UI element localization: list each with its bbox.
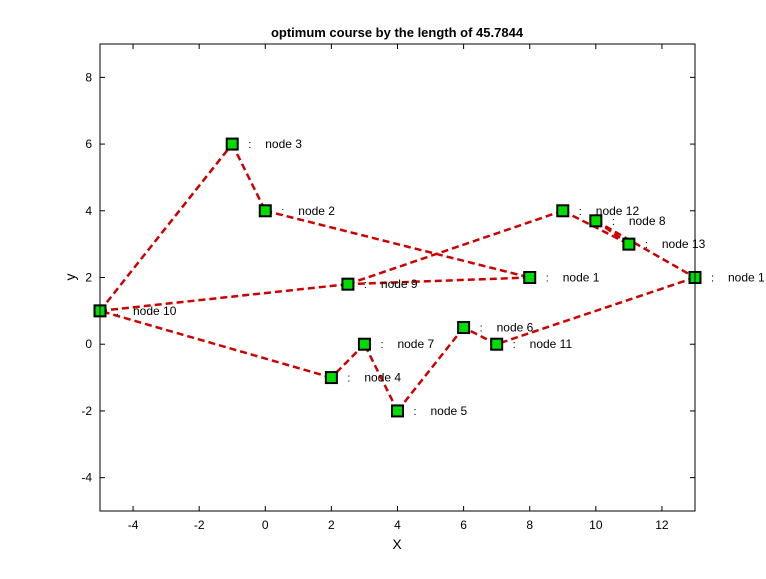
node-label: node 9 (381, 277, 418, 291)
route-segment (595, 219, 696, 279)
node-label-separator: : (248, 139, 251, 151)
node-label: node 8 (629, 214, 666, 228)
route-segment (396, 326, 465, 412)
x-tick-label: 4 (394, 518, 401, 532)
x-tick-label: 8 (526, 518, 533, 532)
node-marker (324, 371, 338, 385)
node-label: node 1 (728, 271, 765, 285)
plot-area (100, 44, 695, 511)
node-label: node 12 (596, 204, 640, 218)
node-labels: : node 1: node 2: node 3: node 4: node 5: node… (116, 137, 765, 418)
node-marker (225, 137, 239, 151)
node-marker (357, 337, 371, 351)
node-label-separator: : (612, 216, 615, 228)
x-tick-label: -2 (194, 518, 205, 532)
node-label-separator: : (364, 279, 367, 291)
plot-frame (99, 43, 696, 512)
node-label: node 3 (265, 137, 302, 151)
node-label-separator: : (579, 206, 582, 218)
route-segment (363, 343, 399, 412)
node-label-separator: : (546, 273, 549, 285)
node-label-separator: : (711, 273, 714, 285)
node-marker (258, 204, 272, 218)
x-tick-label: 6 (460, 518, 467, 532)
x-tick-label: 2 (328, 518, 335, 532)
route-segment (347, 276, 530, 286)
node-label: node 4 (364, 371, 401, 385)
node-label: node 5 (431, 404, 468, 418)
node-label: node 13 (662, 237, 706, 251)
node-label-separator: : (281, 206, 284, 218)
node-label: node 11 (530, 337, 573, 351)
node-label: node 1 (563, 271, 600, 285)
x-tick-label: 0 (262, 518, 269, 532)
x-tick-label: 12 (655, 518, 669, 532)
y-tick-label: 8 (85, 70, 92, 84)
node-marker (391, 404, 404, 418)
chart-title: optimum course by the length of 45.7844 (271, 25, 524, 40)
route-segment (562, 209, 630, 246)
node-label-separator: : (116, 306, 119, 318)
node-marker (457, 321, 471, 335)
node-marker (490, 337, 504, 351)
node-label-separator: : (414, 406, 417, 418)
y-axis-label: y (62, 274, 78, 281)
y-tick-label: 4 (85, 204, 92, 218)
route-lines (99, 143, 696, 412)
node-label-separator: : (380, 339, 383, 351)
node-marker (556, 204, 570, 218)
node-label-separator: : (347, 373, 350, 385)
node-label-separator: : (480, 323, 483, 335)
y-tick-label: -4 (81, 471, 92, 485)
x-tick-label: -4 (128, 518, 139, 532)
node-marker (341, 277, 355, 291)
node-label: node 2 (298, 204, 335, 218)
y-tick-label: -2 (81, 404, 92, 418)
x-tick-label: 10 (589, 518, 603, 532)
node-marker (523, 271, 537, 284)
route-segment (347, 209, 564, 286)
node-label: node 7 (397, 337, 434, 351)
route-segment (99, 282, 349, 313)
route-segment (231, 143, 267, 212)
node-label: node 10 (133, 304, 177, 318)
y-tick-label: 6 (85, 137, 92, 151)
route-segment (99, 143, 234, 312)
route-segment (264, 209, 531, 279)
y-tick-label: 0 (85, 337, 92, 351)
node-label-separator: : (513, 339, 516, 351)
y-tick-label: 2 (85, 271, 92, 285)
route-segment (99, 309, 332, 379)
route-segment (496, 276, 696, 346)
node-label: node 6 (497, 321, 534, 335)
x-axis-label: X (392, 536, 402, 552)
node-marker (622, 237, 636, 251)
axis-ticks: -4 -2 0 2 4 6 8 10 12 -4 -2 0 2 4 6 8 (81, 44, 695, 532)
node-marker (589, 214, 603, 228)
node-label-separator: : (645, 239, 648, 251)
